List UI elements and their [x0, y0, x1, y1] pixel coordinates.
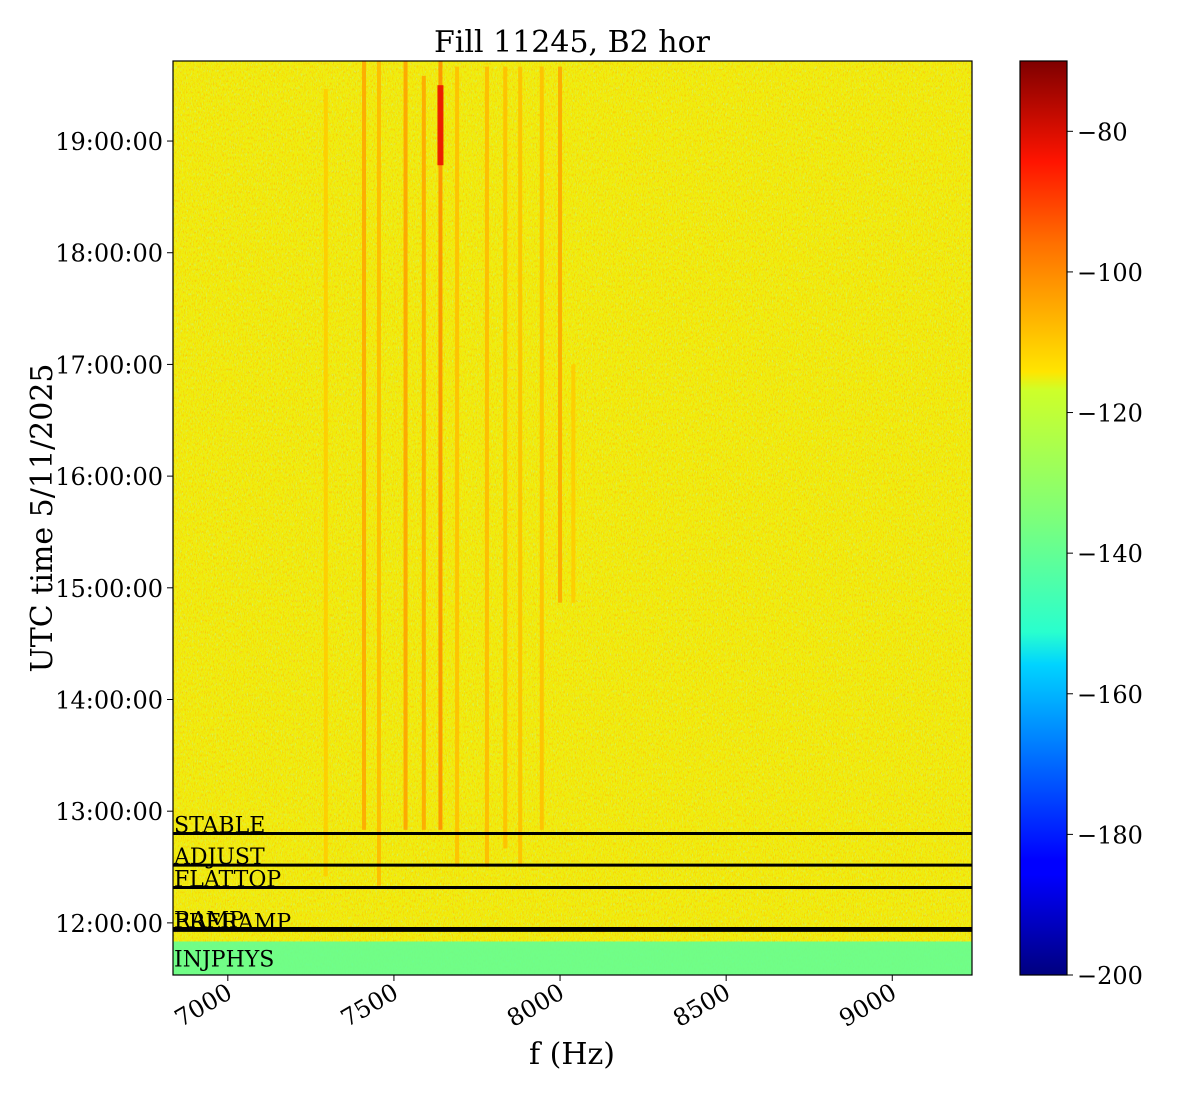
event-label: PRERAMP — [174, 910, 291, 935]
colorbar: −80 −100 −120 −140 −160 −180 −200 — [1019, 60, 1143, 990]
colorbar-tick-label: −180 — [1077, 821, 1143, 849]
colorbar-tick-label: −120 — [1077, 400, 1143, 428]
y-tick-label: 12:00:00 — [55, 910, 163, 938]
x-axis-ticks: 7000 7500 8000 8500 9000 — [170, 975, 901, 1033]
y-tick-label: 16:00:00 — [55, 463, 163, 491]
colorbar-tick-label: −160 — [1077, 681, 1143, 709]
event-label: STABLE — [174, 814, 265, 839]
spectral-line — [518, 66, 523, 868]
x-tick-label: 8000 — [502, 978, 569, 1033]
chart-title: Fill 11245, B2 hor — [434, 25, 711, 60]
spectral-line — [484, 66, 489, 868]
colorbar-tick-label: −80 — [1077, 118, 1128, 146]
colorbar-tick-label: −140 — [1077, 540, 1143, 568]
event-label: FLATTOP — [174, 868, 281, 893]
spectral-line — [539, 66, 544, 830]
y-axis-ticks: 12:00:00 13:00:00 14:00:00 15:00:00 16:00:00… — [55, 128, 173, 938]
spectral-line — [323, 88, 328, 877]
y-tick-label: 19:00:00 — [55, 128, 163, 156]
spectral-line — [503, 66, 508, 849]
spectral-line — [362, 61, 367, 830]
x-tick-label: 8500 — [668, 978, 735, 1033]
y-tick-label: 18:00:00 — [55, 240, 163, 268]
spectral-line — [421, 75, 426, 830]
spectral-line — [438, 61, 443, 830]
y-tick-label: 14:00:00 — [55, 686, 163, 714]
y-tick-label: 13:00:00 — [55, 798, 163, 826]
spectral-line — [558, 66, 563, 603]
hot-spot — [437, 85, 444, 166]
spectral-line — [403, 61, 408, 830]
colorbar-tick-label: −200 — [1077, 962, 1143, 990]
spectral-line — [376, 61, 381, 886]
event-label: INJPHYS — [174, 948, 274, 973]
x-tick-label: 7000 — [170, 978, 237, 1033]
plot-frame — [172, 60, 973, 976]
hot-spots — [437, 85, 444, 166]
event-label: ADJUST — [173, 845, 265, 870]
spectral-line — [455, 66, 460, 868]
colorbar-ticks: −80 −100 −120 −140 −160 −180 −200 — [1067, 118, 1143, 990]
spectral-lines — [323, 61, 576, 886]
y-tick-label: 15:00:00 — [55, 575, 163, 603]
injection-band — [173, 941, 972, 975]
x-tick-label: 9000 — [834, 978, 901, 1033]
x-axis-label: f (Hz) — [529, 1037, 615, 1072]
spectral-line — [571, 364, 576, 603]
colorbar-gradient — [1019, 60, 1068, 976]
y-axis-label: UTC time 5/11/2025 — [25, 364, 60, 673]
y-tick-label: 17:00:00 — [55, 351, 163, 379]
colorbar-tick-label: −100 — [1077, 259, 1143, 287]
x-tick-label: 7500 — [336, 978, 403, 1033]
